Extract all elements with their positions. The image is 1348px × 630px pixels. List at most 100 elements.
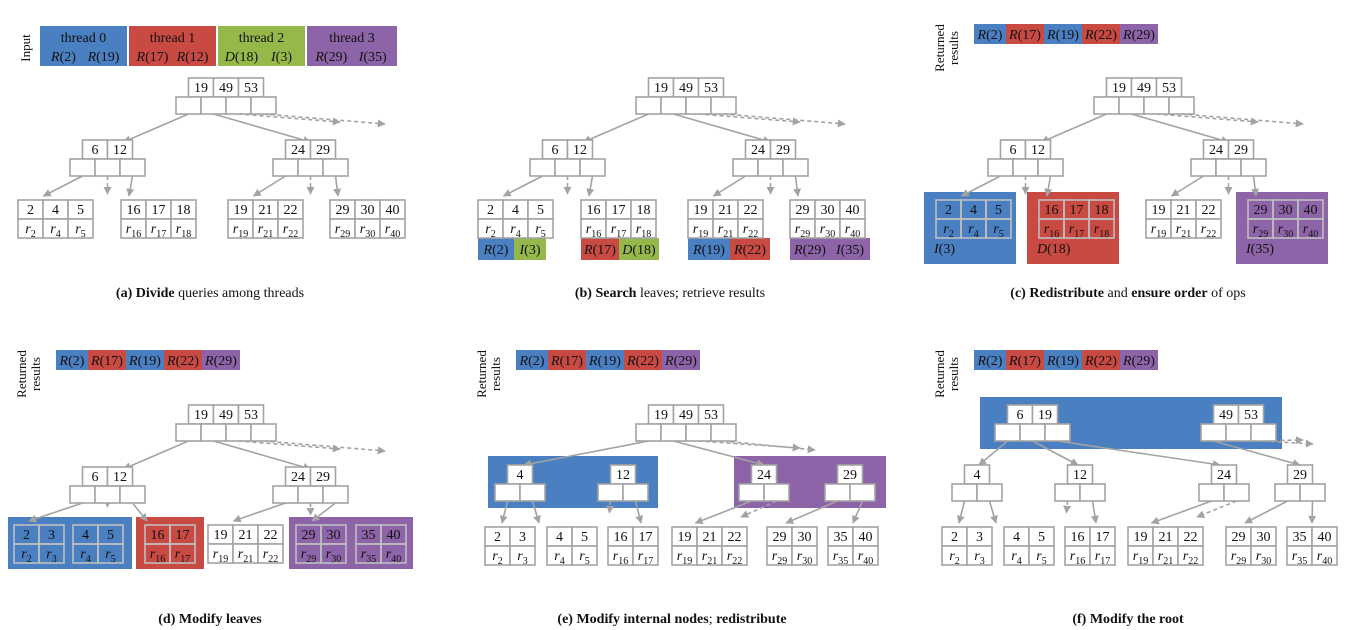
node-key: 24 [291, 143, 305, 158]
edge-arrow [785, 500, 838, 524]
leaf-value: r30 [360, 222, 375, 240]
node-key: 29 [843, 468, 857, 483]
root-to-offpage-arrow [1181, 113, 1304, 128]
thread-name: thread 2 [239, 31, 284, 46]
node-pointer-cell [710, 423, 737, 442]
leaf-value: r21 [1158, 549, 1173, 567]
leaf-value: r21 [718, 222, 733, 240]
leaf-value: r22 [1183, 549, 1198, 567]
node-pointer-cell [1198, 483, 1225, 502]
returned-result: R(22) [166, 354, 199, 369]
leaf-key: 30 [798, 530, 812, 545]
leaf-key: 22 [1184, 530, 1198, 545]
returned-result: R(17) [1008, 28, 1041, 43]
node-pointer-cell [1299, 483, 1326, 502]
leaf-value-cell [571, 545, 598, 566]
leaf-value: r22 [263, 547, 278, 565]
node-pointer-cell [322, 158, 349, 177]
node-key: 19 [654, 81, 668, 96]
returned-results-label: results [28, 357, 43, 391]
node-pointer-cell [757, 158, 784, 177]
node-pointer-cell [1215, 158, 1242, 177]
leaf-key: 29 [796, 203, 810, 218]
leaf-key: 4 [1013, 530, 1020, 545]
returned-result-cell [516, 350, 548, 370]
leaf-key: 2 [494, 530, 501, 545]
node-key: 24 [757, 468, 771, 483]
leaf-value-cell [169, 543, 196, 564]
node-key: 4 [974, 468, 981, 483]
leaf-value-cell [97, 543, 124, 564]
leaf-value-cell [1089, 545, 1116, 566]
leaf-value: r35 [1292, 549, 1307, 567]
node-pointer-cell [782, 158, 809, 177]
node-pointer-cell [1225, 423, 1252, 442]
leaf-value: r40 [386, 547, 401, 565]
node-pointer-cell [732, 158, 759, 177]
leaf-value: r17 [175, 547, 190, 565]
node-key: 12 [113, 143, 127, 158]
edge-arrow [1063, 500, 1072, 514]
node-pointer-cell [1093, 96, 1120, 115]
returned-result: R(19) [1046, 354, 1079, 369]
root-to-offpage-arrow [723, 113, 846, 128]
returned-result: R(2) [977, 28, 1003, 43]
edge-arrow [606, 500, 615, 514]
edge-arrow [673, 440, 765, 468]
returned-results-label: results [946, 31, 961, 65]
leaf-key: 19 [1134, 530, 1148, 545]
leaf-key: 21 [239, 528, 253, 543]
leaf-key: 5 [1038, 530, 1045, 545]
node-pointer-cell [849, 483, 876, 502]
leaf-key: 19 [1152, 203, 1166, 218]
edge-arrow [712, 175, 746, 197]
thread-op: R(29) [314, 50, 347, 65]
leaf-value: r21 [1176, 222, 1191, 240]
leaf-value: r18 [176, 222, 191, 240]
returned-result-cell [56, 350, 88, 370]
retrieved-result-cell [688, 238, 730, 260]
node-layer [13, 77, 1338, 566]
root-to-offpage-arrow [263, 440, 386, 455]
returned-result-cell [88, 350, 126, 370]
node-key: 12 [113, 470, 127, 485]
node-key: 19 [654, 408, 668, 423]
leaf-value: r40 [385, 222, 400, 240]
returned-result-cell [624, 350, 662, 370]
returned-results-label: Returned [932, 24, 947, 72]
leaf-key: 22 [264, 528, 278, 543]
node-key: 29 [316, 143, 330, 158]
leaf-key: 29 [773, 530, 787, 545]
leaf-key: 16 [1045, 203, 1059, 218]
leaf-value: r5 [579, 549, 589, 567]
leaf-key: 40 [859, 530, 873, 545]
node-pointer-cell [1012, 158, 1039, 177]
edge-arrow [852, 500, 864, 524]
node-key: 29 [1234, 143, 1248, 158]
pending-operation: I(35) [1245, 242, 1274, 257]
node-pointer-cell [1168, 96, 1195, 115]
leaf-value: r21 [702, 549, 717, 567]
leaf-value-cell [320, 543, 347, 564]
leaf-key: 5 [581, 530, 588, 545]
node-key: 24 [291, 470, 305, 485]
leaf-value: r17 [638, 549, 653, 567]
thread-3-block [307, 26, 397, 66]
retrieved-result-cell [619, 238, 659, 260]
panel-caption: (e) Modify internal nodes; redistribute [557, 612, 786, 627]
node-pointer-cell [951, 483, 978, 502]
leaf-value: r4 [1011, 549, 1021, 567]
retrieved-result-cell [830, 238, 870, 260]
leaf-value: r2 [25, 222, 35, 240]
leaf-value: r19 [1133, 549, 1148, 567]
leaf-key: 4 [52, 203, 59, 218]
node-pointer-cell [976, 483, 1003, 502]
leaf-key: 21 [1177, 203, 1191, 218]
leaf-value-cell [1028, 545, 1055, 566]
leaf-value: r5 [75, 222, 85, 240]
root-to-internal-arrow [1131, 113, 1230, 144]
edge-arrow [502, 175, 543, 197]
leaf-key: 17 [612, 203, 626, 218]
thread-op: D(18) [224, 50, 259, 65]
pending-operation: D(18) [1036, 242, 1071, 257]
